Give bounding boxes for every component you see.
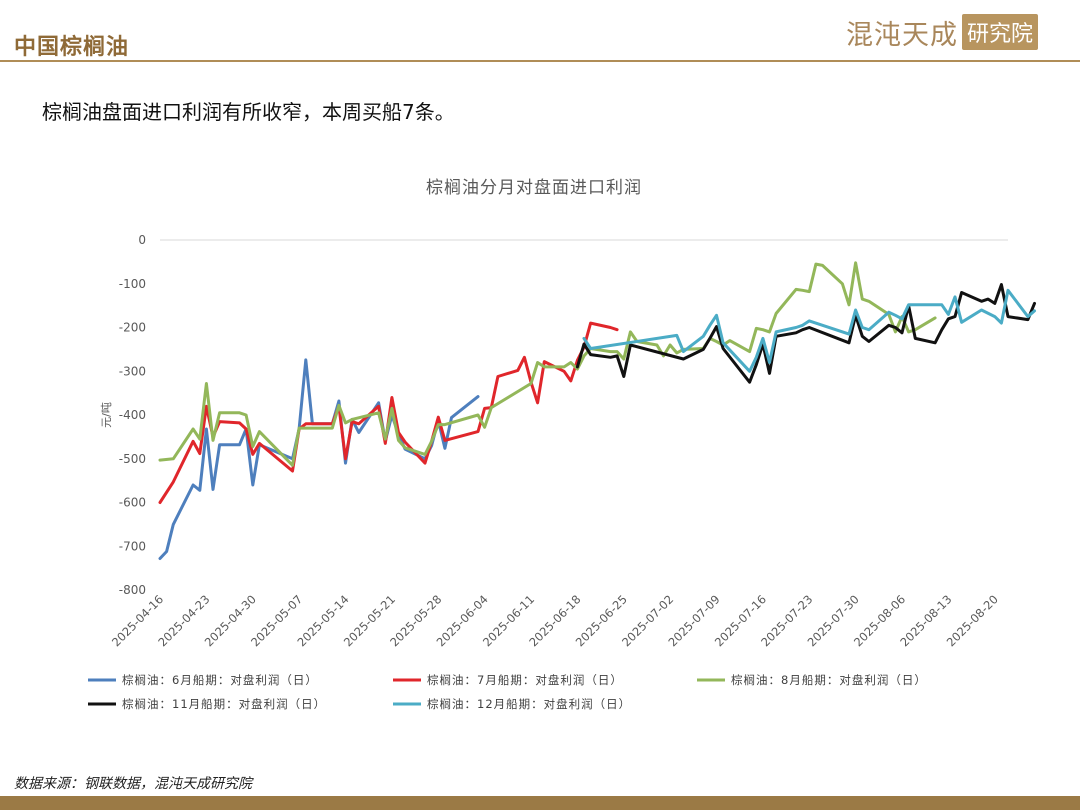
y-tick-label: -500: [119, 452, 146, 466]
logo-badge: 研究院: [962, 14, 1039, 50]
chart-legend: 棕榈油：6月船期：对盘利润（日） 棕榈油：7月船期：对盘利润（日） 棕榈油：8月船期…: [88, 673, 927, 711]
y-tick-label: -800: [119, 583, 146, 597]
plot-area: [158, 261, 1036, 560]
y-tick-label: -200: [119, 321, 146, 335]
legend-label-4: 棕榈油：11月船期：对盘利润（日）: [122, 697, 326, 711]
series-line-5: [582, 288, 1036, 373]
legend-label-5: 棕榈油：12月船期：对盘利润（日）: [427, 697, 631, 711]
legend-label-1: 棕榈油：6月船期：对盘利润（日）: [122, 673, 318, 687]
y-tick-label: 0: [138, 233, 146, 247]
logo-text: 混沌天成: [846, 19, 958, 51]
legend-label-2: 棕榈油：7月船期：对盘利润（日）: [427, 673, 623, 687]
header: 中国棕榈油 混沌天成 研究院: [0, 0, 1080, 62]
y-tick-label: -400: [119, 408, 146, 422]
y-tick-label: -100: [119, 277, 146, 291]
y-tick-label: -700: [119, 539, 146, 553]
chart-title: 棕榈油分月对盘面进口利润: [426, 178, 642, 198]
page-title: 中国棕榈油: [14, 35, 130, 60]
y-tick-label: -300: [119, 364, 146, 378]
series-line-2: [158, 321, 619, 504]
import-profit-line-chart: 棕榈油分月对盘面进口利润 0 -100 -200 -300 -400 -500 -600 -7…: [88, 178, 1036, 711]
data-source: 数据来源：钢联数据，混沌天成研究院: [14, 776, 252, 792]
summary-text: 棕榈油盘面进口利润有所收窄，本周买船7条。: [42, 100, 455, 124]
series-line-4: [575, 283, 1036, 384]
header-divider: [0, 60, 1080, 62]
brand-logo: 混沌天成 研究院: [846, 14, 1039, 51]
y-axis-label: 元/吨: [100, 402, 113, 428]
footer-bar: [0, 796, 1080, 810]
chart-axes: 0-100-200-300-400-500-600-700-800元/吨2025…: [100, 233, 1008, 649]
legend-label-3: 棕榈油：8月船期：对盘利润（日）: [731, 673, 927, 687]
y-tick-label: -600: [119, 496, 146, 510]
